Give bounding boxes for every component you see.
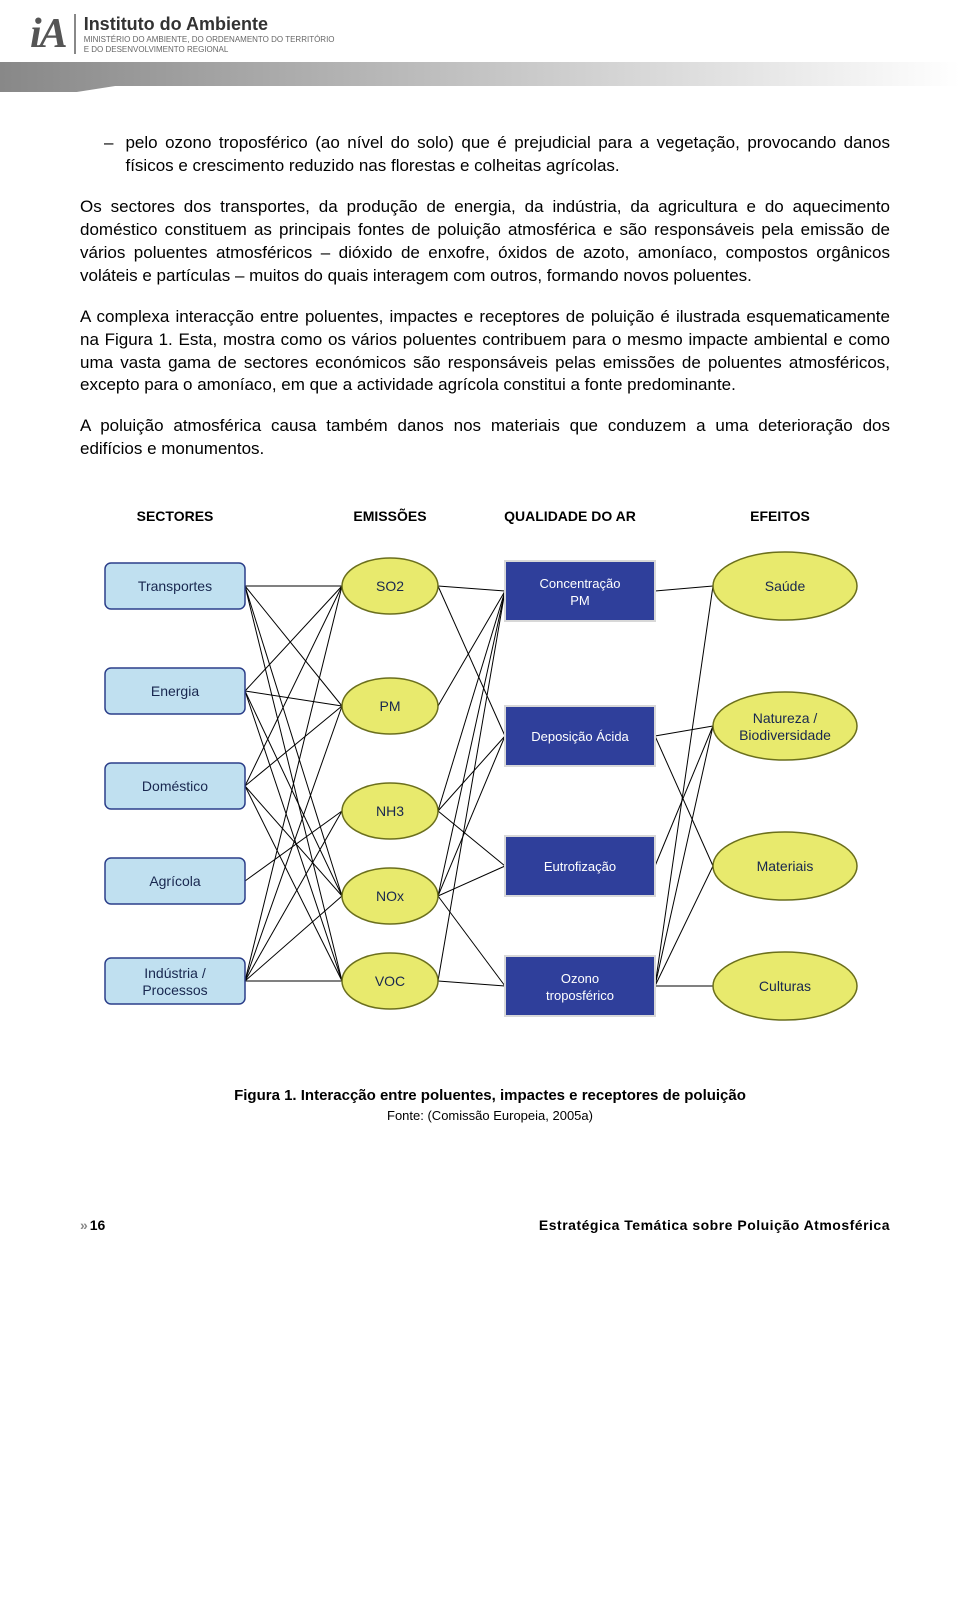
svg-text:Eutrofização: Eutrofização	[544, 859, 616, 874]
figure-caption: Figura 1. Interacção entre poluentes, im…	[80, 1086, 900, 1127]
svg-text:Processos: Processos	[142, 982, 207, 998]
page-header: iA Instituto do Ambiente MINISTÉRIO DO A…	[0, 0, 960, 58]
footer-page: » 16	[80, 1217, 105, 1233]
page-number: 16	[90, 1217, 106, 1233]
bullet-text: pelo ozono troposférico (ao nível do sol…	[125, 132, 890, 178]
svg-text:Biodiversidade: Biodiversidade	[739, 727, 831, 743]
svg-text:Saúde: Saúde	[765, 578, 806, 594]
logo-mark: iA	[30, 10, 66, 58]
figure-1: SECTORES EMISSÕES QUALIDADE DO AR EFEITOS Tr…	[80, 491, 900, 1126]
logo-sub1: MINISTÉRIO DO AMBIENTE, DO ORDENAMENTO D…	[84, 35, 335, 45]
svg-text:PM: PM	[570, 593, 590, 608]
svg-text:SO2: SO2	[376, 578, 404, 594]
dash-icon: –	[104, 132, 113, 178]
logo: iA Instituto do Ambiente MINISTÉRIO DO A…	[30, 10, 335, 58]
svg-text:troposférico: troposférico	[546, 988, 614, 1003]
logo-title: Instituto do Ambiente	[84, 14, 335, 35]
svg-text:Ozono: Ozono	[561, 971, 599, 986]
logo-text: Instituto do Ambiente MINISTÉRIO DO AMBI…	[74, 14, 335, 54]
svg-text:VOC: VOC	[375, 973, 405, 989]
svg-text:QUALIDADE DO AR: QUALIDADE DO AR	[504, 508, 636, 524]
page-footer: » 16 Estratégica Temática sobre Poluição…	[0, 1157, 960, 1253]
svg-text:NOx: NOx	[376, 888, 404, 904]
paragraph-2: A complexa interacção entre poluentes, i…	[80, 306, 890, 398]
bullet-item: – pelo ozono troposférico (ao nível do s…	[80, 132, 890, 178]
svg-text:Culturas: Culturas	[759, 978, 811, 994]
flow-diagram: SECTORES EMISSÕES QUALIDADE DO AR EFEITOS Tr…	[80, 491, 900, 1071]
caption-title: Figura 1. Interacção entre poluentes, im…	[234, 1087, 746, 1104]
svg-text:Doméstico: Doméstico	[142, 778, 208, 794]
svg-text:Deposição Ácida: Deposição Ácida	[531, 729, 629, 744]
paragraph-3: A poluição atmosférica causa também dano…	[80, 415, 890, 461]
footer-title: Estratégica Temática sobre Poluição Atmo…	[539, 1217, 890, 1233]
paragraph-1: Os sectores dos transportes, da produção…	[80, 196, 890, 288]
svg-text:Natureza /: Natureza /	[753, 710, 818, 726]
svg-text:NH3: NH3	[376, 803, 404, 819]
chevron-icon: »	[80, 1217, 86, 1233]
svg-text:Agrícola: Agrícola	[149, 873, 201, 889]
svg-text:SECTORES: SECTORES	[137, 508, 214, 524]
svg-text:PM: PM	[380, 698, 401, 714]
svg-text:EFEITOS: EFEITOS	[750, 508, 810, 524]
svg-text:Transportes: Transportes	[138, 578, 212, 594]
svg-text:EMISSÕES: EMISSÕES	[353, 507, 426, 524]
caption-source: Fonte: (Comissão Europeia, 2005a)	[387, 1108, 593, 1123]
svg-text:Indústria /: Indústria /	[144, 965, 206, 981]
body-text: – pelo ozono troposférico (ao nível do s…	[0, 92, 960, 1157]
svg-text:Materiais: Materiais	[757, 858, 814, 874]
logo-sub2: E DO DESENVOLVIMENTO REGIONAL	[84, 45, 335, 55]
svg-text:Concentração: Concentração	[540, 576, 621, 591]
header-divider	[0, 62, 960, 92]
svg-text:Energia: Energia	[151, 683, 199, 699]
